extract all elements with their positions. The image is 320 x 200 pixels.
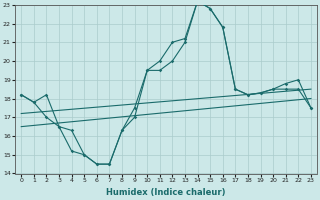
X-axis label: Humidex (Indice chaleur): Humidex (Indice chaleur) xyxy=(106,188,226,197)
